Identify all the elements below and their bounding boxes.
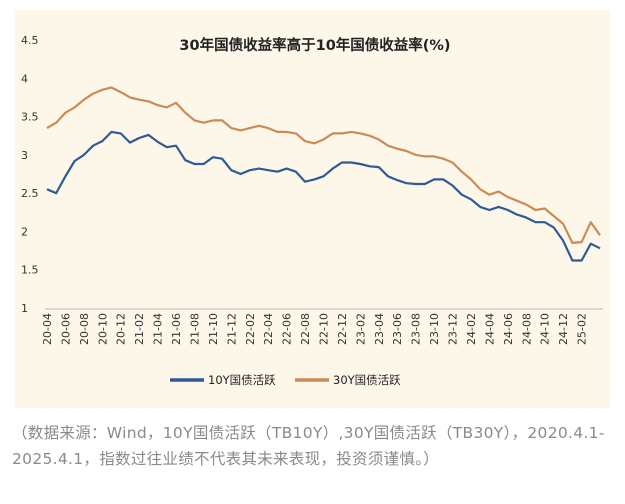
x-tick-label: 21-12 [225, 313, 238, 345]
y-axis-ticks: 4.5 4 3.5 3 2.5 2 1.5 1 [21, 34, 39, 315]
x-tick-label: 21-04 [152, 313, 165, 345]
x-tick-label: 22-10 [318, 313, 331, 345]
x-tick-label: 22-12 [336, 313, 349, 345]
x-tick-label: 23-06 [391, 313, 404, 345]
x-tick-label: 23-02 [354, 313, 367, 345]
x-tick-label: 20-06 [59, 313, 72, 345]
x-tick-label: 21-02 [133, 313, 146, 345]
x-tick-label: 24-06 [502, 313, 515, 345]
x-axis-ticks: 20-04 20-06 20-08 20-10 20-12 21-02 21-04 21-06… [41, 313, 589, 345]
x-tick-label: 20-08 [78, 313, 91, 345]
x-tick-label: 24-08 [520, 313, 533, 345]
legend-label: 30Y国债活跃 [333, 373, 401, 387]
x-tick-label: 22-04 [262, 313, 275, 345]
x-tick-label: 21-10 [207, 313, 220, 345]
y-tick-label: 3 [21, 149, 28, 162]
y-tick-label: 3.5 [21, 111, 39, 124]
x-tick-label: 21-08 [188, 313, 201, 345]
yield-line-chart: 30年国债收益率高于10年国债收益率(%) 4.5 4 3.5 3 2.5 2 1.5 1 2… [21, 34, 603, 387]
x-tick-label: 20-04 [41, 313, 54, 345]
y-tick-label: 1.5 [21, 264, 39, 277]
series-lines [46, 86, 601, 262]
x-tick-label: 22-06 [281, 313, 294, 345]
x-tick-label: 25-02 [576, 313, 589, 345]
x-tick-label: 20-10 [96, 313, 109, 345]
x-tick-label: 20-12 [115, 313, 128, 345]
y-tick-label: 4 [21, 72, 28, 85]
x-tick-label: 23-08 [410, 313, 423, 345]
x-tick-label: 24-12 [557, 313, 570, 345]
x-tick-label: 22-08 [299, 313, 312, 345]
series-line-10y [46, 130, 601, 262]
x-tick-label: 21-06 [170, 313, 183, 345]
y-tick-label: 4.5 [21, 34, 39, 47]
x-tick-label: 23-10 [428, 313, 441, 345]
x-tick-label: 23-12 [447, 313, 460, 345]
x-tick-label: 22-02 [244, 313, 257, 345]
chart-title: 30年国债收益率高于10年国债收益率(%) [179, 36, 450, 54]
x-tick-label: 23-04 [373, 313, 386, 345]
x-tick-label: 24-10 [539, 313, 552, 345]
y-tick-label: 2 [21, 225, 28, 238]
y-tick-label: 1 [21, 302, 28, 315]
legend-label: 10Y国债活跃 [208, 373, 276, 387]
y-tick-label: 2.5 [21, 187, 39, 200]
source-caption: （数据来源：Wind，10Y国债活跃（TB10Y）,30Y国债活跃（TB30Y）… [12, 424, 605, 468]
legend: 10Y国债活跃 30Y国债活跃 [170, 373, 401, 387]
series-line-30y [46, 86, 601, 244]
x-tick-label: 24-04 [483, 313, 496, 345]
x-tick-label: 24-02 [465, 313, 478, 345]
chart-panel: 30年国债收益率高于10年国债收益率(%) 4.5 4 3.5 3 2.5 2 1.5 1 2… [15, 10, 610, 408]
